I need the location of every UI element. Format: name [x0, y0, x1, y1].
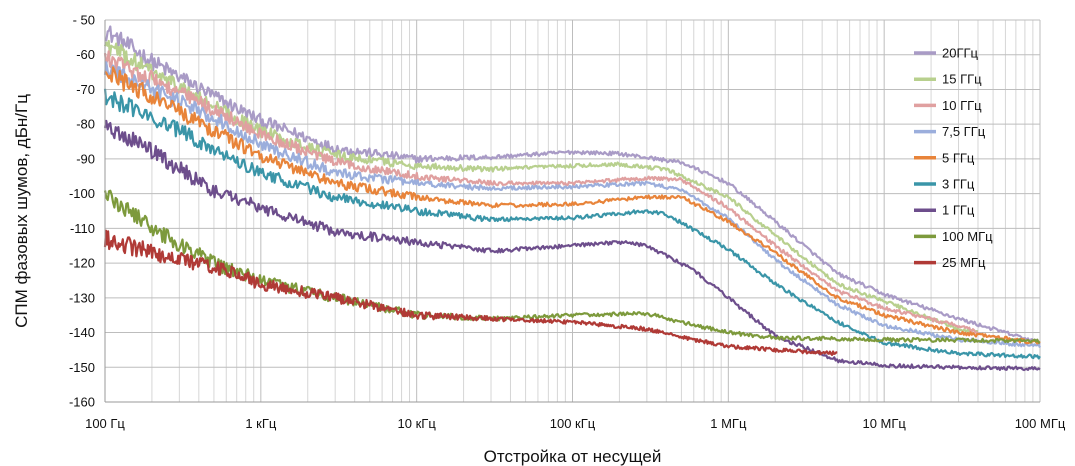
- legend-item-label: 25 МГц: [942, 255, 986, 270]
- series-line: [104, 25, 1041, 346]
- series-line: [103, 61, 1041, 348]
- series-group: [103, 25, 1041, 372]
- x-tick-label: 100 кГц: [550, 416, 596, 431]
- series-line: [103, 39, 979, 333]
- y-tick-label: -60: [76, 47, 95, 62]
- y-tick-label: -130: [69, 290, 95, 305]
- legend: 20ГГц 15 ГГц 10 ГГц 7,5 ГГц 5 ГГц 3 ГГц 1 ГГц 1…: [914, 46, 993, 270]
- y-tick-label: -150: [69, 360, 95, 375]
- series-line: [103, 189, 1041, 344]
- y-tick-label: - 50: [73, 13, 95, 28]
- x-tick-label: 1 кГц: [245, 416, 277, 431]
- x-tick-label: 100 Гц: [85, 416, 125, 431]
- legend-item-label: 20ГГц: [942, 46, 979, 61]
- x-tick-label: 100 МГц: [1015, 416, 1066, 431]
- y-tick-label: -70: [76, 82, 95, 97]
- x-tick-label: 1 МГц: [710, 416, 747, 431]
- y-tick-label: -110: [70, 221, 95, 236]
- y-tick-label: -80: [76, 117, 95, 132]
- y-tick-label: -160: [69, 395, 95, 410]
- x-axis-title: Отстройка от несущей: [484, 447, 662, 466]
- y-tick-label: -100: [69, 186, 95, 201]
- series-line: [104, 66, 1041, 345]
- legend-item-label: 3 ГГц: [942, 177, 975, 192]
- series-line: [103, 88, 1041, 360]
- x-tick-label: 10 кГц: [398, 416, 437, 431]
- legend-item-label: 15 ГГц: [942, 72, 982, 87]
- series-line: [103, 229, 838, 356]
- y-tick-label: -120: [69, 256, 95, 271]
- y-axis-title: СПМ фазовых шумов, дБн/Гц: [12, 94, 31, 328]
- legend-item-label: 1 ГГц: [942, 203, 975, 218]
- series-line: [103, 119, 1041, 372]
- legend-item-label: 7,5 ГГц: [942, 124, 986, 139]
- legend-item-label: 5 ГГц: [942, 150, 975, 165]
- axes: - 50 -60 -70 -80 -90 -100 -110 -120 -130 -140 -150…: [12, 13, 1066, 466]
- legend-item-label: 10 ГГц: [942, 98, 982, 113]
- y-tick-label: -140: [69, 325, 95, 340]
- series-line: [103, 50, 979, 334]
- legend-item-label: 100 МГц: [942, 229, 993, 244]
- x-tick-label: 10 МГц: [862, 416, 906, 431]
- y-tick-label: -90: [76, 151, 95, 166]
